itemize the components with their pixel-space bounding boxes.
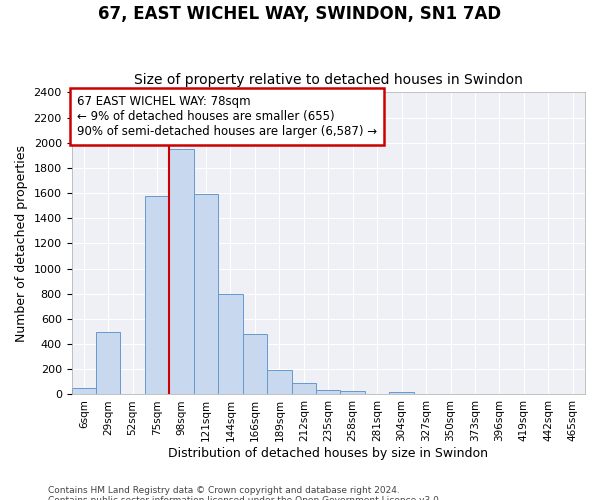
Bar [340,390,365,394]
Bar [169,149,194,394]
Bar [292,383,316,394]
Bar [389,392,414,394]
Bar [96,332,121,394]
Bar [242,334,267,394]
Y-axis label: Number of detached properties: Number of detached properties [15,145,28,342]
Text: 67 EAST WICHEL WAY: 78sqm
← 9% of detached houses are smaller (655)
90% of semi-: 67 EAST WICHEL WAY: 78sqm ← 9% of detach… [77,96,377,138]
Text: Contains HM Land Registry data © Crown copyright and database right 2024.: Contains HM Land Registry data © Crown c… [48,486,400,495]
Text: Contains public sector information licensed under the Open Government Licence v3: Contains public sector information licen… [48,496,442,500]
Title: Size of property relative to detached houses in Swindon: Size of property relative to detached ho… [134,73,523,87]
Bar [267,370,292,394]
Bar [316,390,340,394]
Bar [71,388,96,394]
Bar [145,196,169,394]
Bar [218,294,242,394]
Bar [194,194,218,394]
X-axis label: Distribution of detached houses by size in Swindon: Distribution of detached houses by size … [168,447,488,460]
Text: 67, EAST WICHEL WAY, SWINDON, SN1 7AD: 67, EAST WICHEL WAY, SWINDON, SN1 7AD [98,5,502,23]
